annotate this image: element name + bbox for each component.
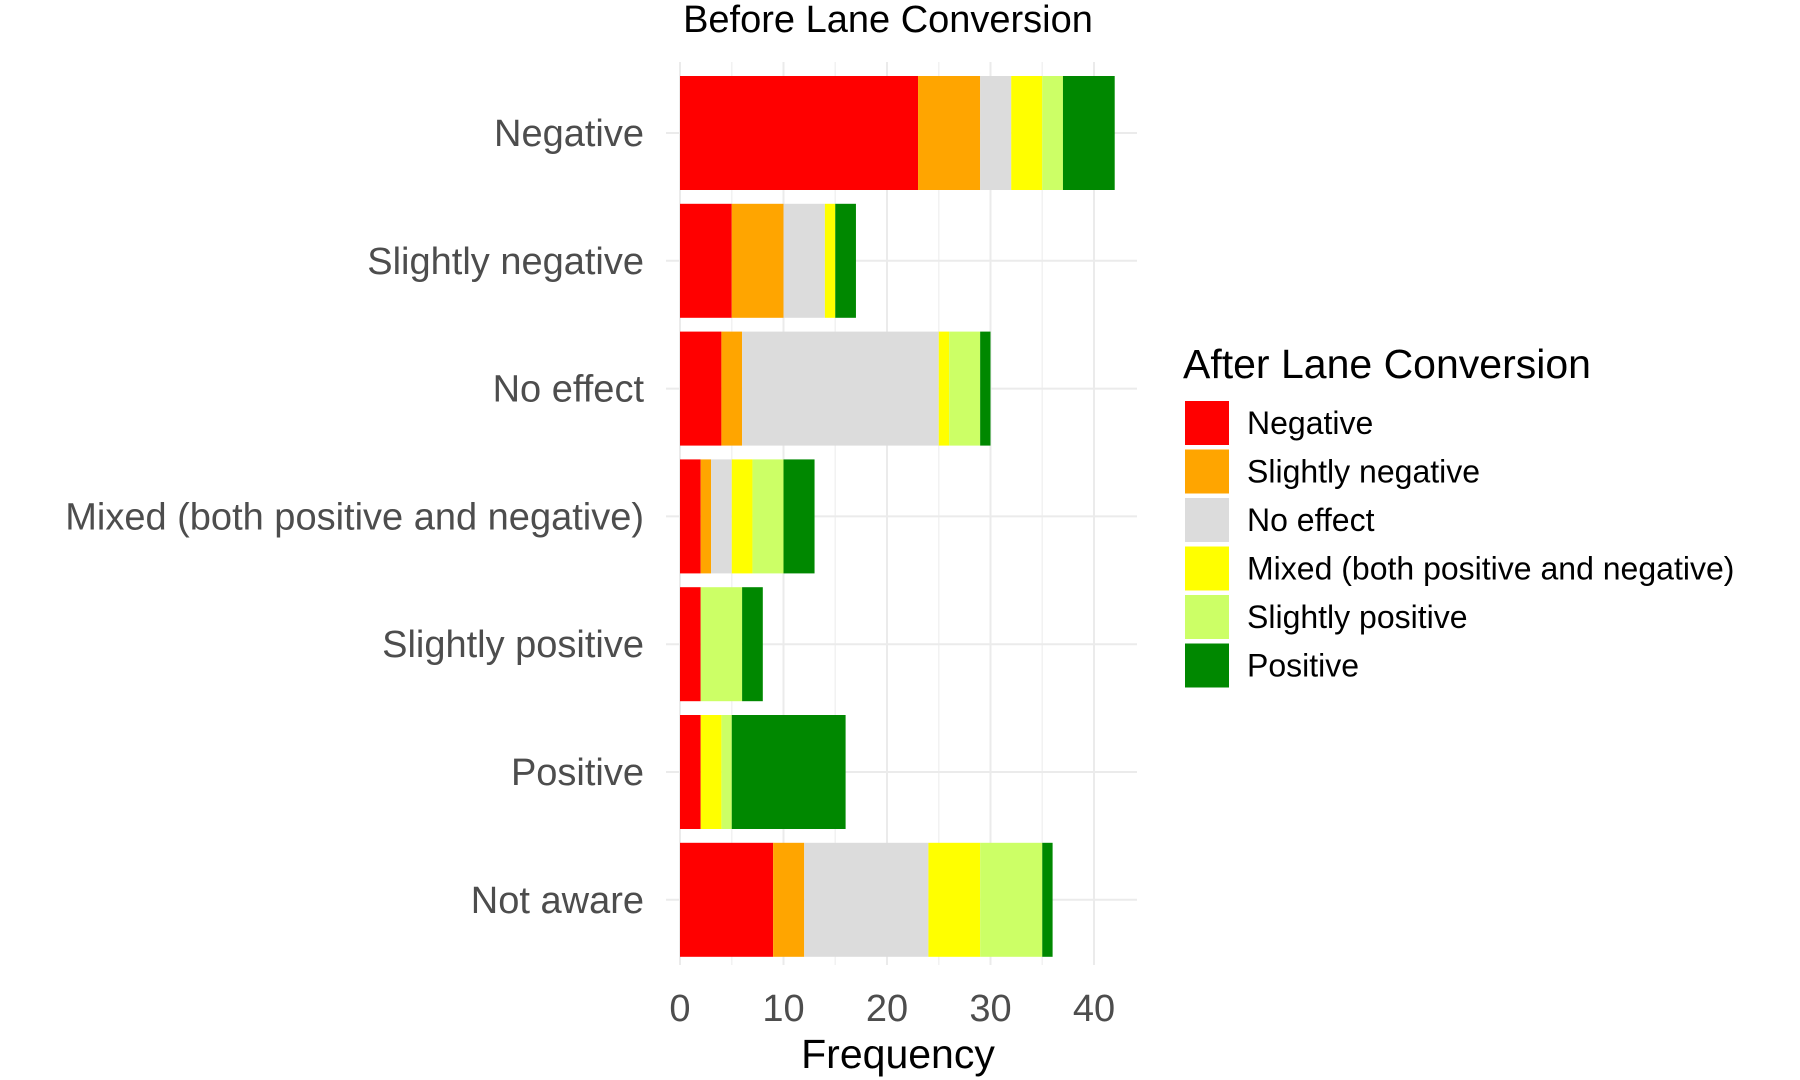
y-tick-label: Not aware (471, 880, 644, 922)
bar-segment (731, 459, 753, 574)
x-tick-label: 20 (866, 988, 908, 1030)
bar-segment (700, 587, 743, 702)
y-axis-tick-labels: Negative Slightly negative No effect Mixed … (65, 113, 644, 922)
y-tick-label: Negative (494, 113, 644, 155)
bar-row (680, 203, 856, 318)
bar-segment (1011, 76, 1043, 190)
bar-segment (980, 76, 1012, 190)
bar-segment (1042, 842, 1053, 957)
y-tick-label: No effect (493, 369, 645, 411)
bar-row (680, 587, 763, 702)
bar-row (680, 459, 815, 574)
bar-segment (835, 203, 856, 318)
bar-segment (680, 76, 919, 190)
legend-item: Mixed (both positive and negative) (1185, 546, 1734, 591)
bar-segment (742, 331, 939, 446)
bar-segment (680, 203, 732, 318)
bar-segment (680, 715, 701, 829)
y-tick-label: Slightly positive (382, 624, 644, 666)
legend-item: Positive (1185, 643, 1359, 688)
legend-key (1185, 401, 1229, 445)
bar-segment (721, 715, 732, 829)
legend-label: No effect (1247, 502, 1375, 538)
bar-row (680, 842, 1053, 957)
bar-segment (980, 842, 1043, 957)
bar-segment (928, 842, 981, 957)
legend-item: Negative (1185, 401, 1373, 445)
x-axis-tick-labels: 0 10 20 30 40 (669, 988, 1115, 1030)
bar-segment (1042, 76, 1063, 190)
legend-key (1185, 546, 1229, 591)
bar-segment (1062, 76, 1115, 190)
bar-segment (700, 715, 722, 829)
bar-segment (700, 459, 712, 574)
legend-label: Slightly positive (1247, 599, 1468, 635)
bar-segment (680, 587, 701, 702)
bar-segment (731, 203, 784, 318)
bar-segment (680, 842, 774, 957)
bar-segment (731, 715, 846, 829)
legend-title: After Lane Conversion (1183, 341, 1591, 387)
bar-segment (783, 203, 825, 318)
bar-segment (949, 331, 981, 446)
bar-segment (680, 459, 701, 574)
x-tick-label: 10 (762, 988, 804, 1030)
legend-key (1185, 449, 1229, 494)
bar-segment (783, 459, 815, 574)
x-tick-label: 0 (669, 988, 690, 1030)
bar-segment (742, 587, 763, 702)
legend-label: Slightly negative (1247, 454, 1480, 490)
x-tick-label: 40 (1073, 988, 1115, 1030)
y-tick-label: Positive (511, 752, 644, 794)
x-axis-label: Frequency (801, 1031, 995, 1077)
bar-segment (680, 331, 722, 446)
bar-segment (824, 203, 836, 318)
bar-segment (938, 331, 950, 446)
legend-item: Slightly negative (1185, 449, 1480, 494)
legend: After Lane Conversion Negative Slightly n… (1183, 341, 1734, 688)
legend-item: Slightly positive (1185, 595, 1468, 639)
legend-label: Mixed (both positive and negative) (1247, 551, 1734, 587)
y-tick-label: Mixed (both positive and negative) (65, 496, 644, 538)
bar-segment (752, 459, 784, 574)
y-tick-label: Slightly negative (367, 241, 644, 283)
legend-key (1185, 643, 1229, 688)
legend-label: Negative (1247, 405, 1373, 441)
bars (680, 76, 1115, 957)
bar-row (680, 76, 1115, 190)
bar-row (680, 715, 846, 829)
legend-label: Positive (1247, 648, 1359, 684)
legend-key (1185, 595, 1229, 639)
chart-title: Before Lane Conversion (683, 0, 1093, 41)
legend-key (1185, 498, 1229, 542)
bar-segment (711, 459, 732, 574)
bar-row (680, 331, 991, 446)
bar-segment (918, 76, 981, 190)
bar-segment (773, 842, 805, 957)
x-tick-label: 30 (969, 988, 1011, 1030)
bar-segment (980, 331, 991, 446)
bar-segment (804, 842, 929, 957)
bar-segment (721, 331, 743, 446)
legend-item: No effect (1185, 498, 1375, 542)
